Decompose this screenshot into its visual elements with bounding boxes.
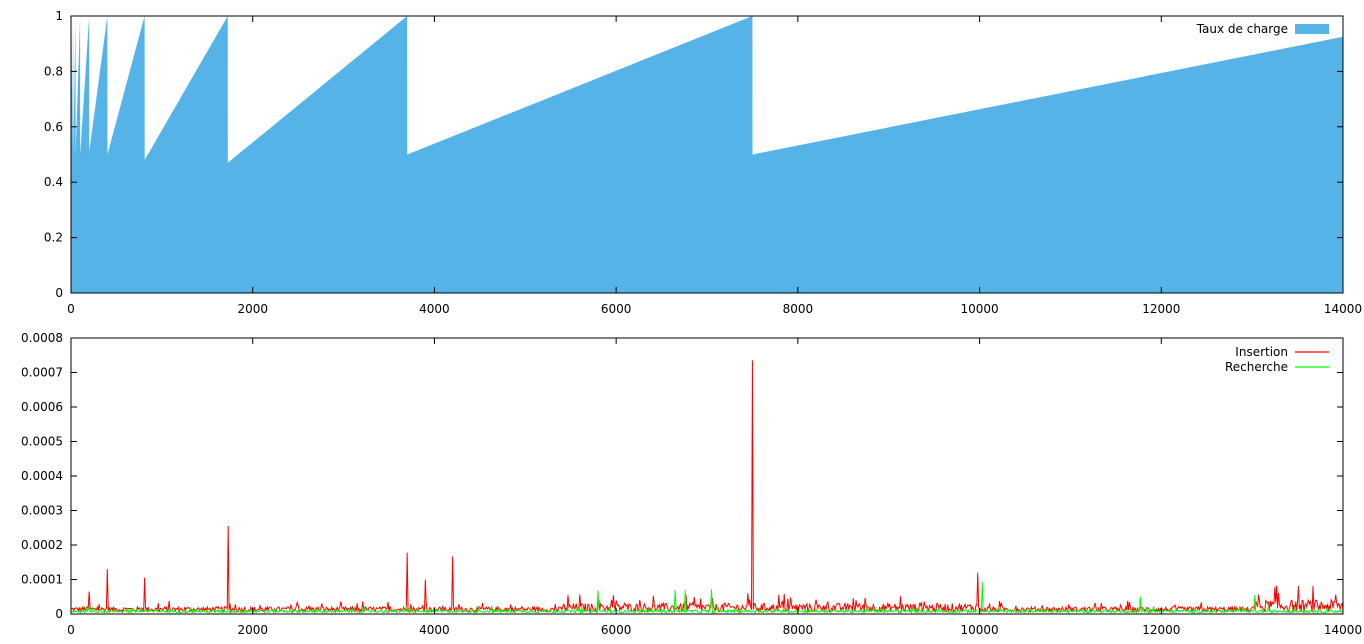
series-insertion-line <box>70 360 1344 614</box>
timing-panel: 0 2000 4000 6000 8000 10000 12000 14000 0 0.0001… <box>21 331 1362 637</box>
x-tick-label: 8000 <box>783 302 814 316</box>
y-tick-label: 0.0002 <box>21 538 63 552</box>
y-tick-label: 0.2 <box>44 231 63 245</box>
x-tick-label: 4000 <box>419 623 450 637</box>
y-tick-label: 0.6 <box>44 120 63 134</box>
load-factor-legend: Taux de charge <box>1196 22 1329 36</box>
y-tick-label: 0.4 <box>44 175 63 189</box>
y-tick-label: 0 <box>55 286 63 300</box>
y-tick-label: 1 <box>55 9 63 23</box>
timing-plot-frame <box>70 337 1344 615</box>
load-factor-panel: 0 2000 4000 6000 8000 10000 12000 14000 0 0.2 0.4… <box>44 9 1362 316</box>
legend-swatch-taux-de-charge <box>1295 24 1329 34</box>
x-tick-label: 14000 <box>1324 302 1362 316</box>
y-tick-label: 0.8 <box>44 64 63 78</box>
legend-label-taux-de-charge: Taux de charge <box>1196 22 1288 36</box>
legend-label-insertion: Insertion <box>1235 345 1288 359</box>
x-tick-label: 12000 <box>1142 623 1180 637</box>
load-factor-area-group <box>71 16 1343 293</box>
x-tick-label: 10000 <box>960 623 998 637</box>
y-tick-label: 0 <box>55 607 63 621</box>
legend-label-recherche: Recherche <box>1225 360 1288 374</box>
x-tick-label: 12000 <box>1142 302 1180 316</box>
timing-legend: Insertion Recherche <box>1225 345 1329 374</box>
y-tick-label: 0.0003 <box>21 504 63 518</box>
timing-series-group <box>70 360 1344 615</box>
x-tick-label: 0 <box>67 623 75 637</box>
load-factor-y-axis: 0 0.2 0.4 0.6 0.8 1 <box>44 9 1343 300</box>
timing-y-axis: 0 0.0001 0.0002 0.0003 0.0004 0.0005 0.0006 0.0… <box>21 331 1343 621</box>
y-tick-label: 0.0005 <box>21 435 63 449</box>
x-tick-label: 2000 <box>237 302 268 316</box>
timing-x-axis: 0 2000 4000 6000 8000 10000 12000 14000 <box>67 338 1362 637</box>
series-taux-de-charge-area <box>71 16 1343 293</box>
y-tick-label: 0.0006 <box>21 400 63 414</box>
x-tick-label: 10000 <box>960 302 998 316</box>
x-tick-label: 8000 <box>783 623 814 637</box>
x-tick-label: 4000 <box>419 302 450 316</box>
x-tick-label: 2000 <box>237 623 268 637</box>
x-tick-label: 14000 <box>1324 623 1362 637</box>
load-factor-x-axis: 0 2000 4000 6000 8000 10000 12000 14000 <box>67 16 1362 316</box>
x-tick-label: 6000 <box>601 623 632 637</box>
series-recherche-line <box>70 582 1344 615</box>
y-tick-label: 0.0004 <box>21 469 63 483</box>
y-tick-label: 0.0001 <box>21 573 63 587</box>
y-tick-label: 0.0007 <box>21 366 63 380</box>
y-tick-label: 0.0008 <box>21 331 63 345</box>
x-tick-label: 0 <box>67 302 75 316</box>
load-factor-plot-frame <box>70 15 1344 294</box>
x-tick-label: 6000 <box>601 302 632 316</box>
